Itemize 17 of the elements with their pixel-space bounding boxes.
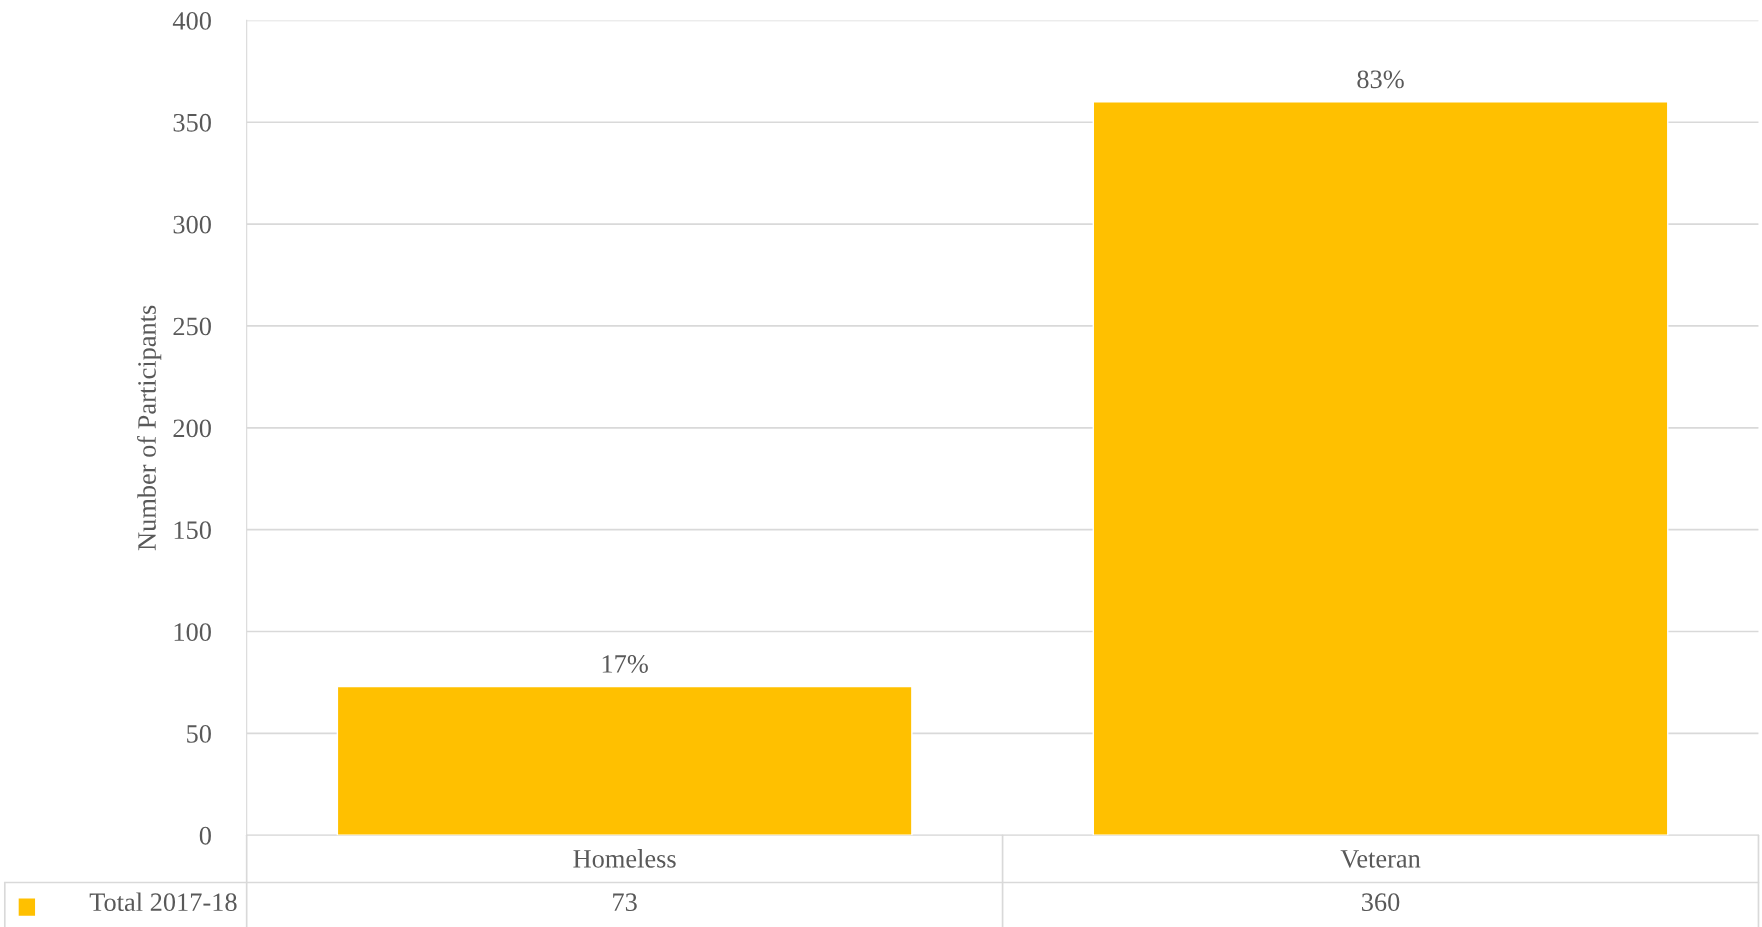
- y-tick-label: 0: [199, 826, 211, 845]
- legend-label: Total 2017-18: [89, 892, 237, 912]
- y-tick-label: 150: [174, 521, 211, 540]
- data-label: 360: [1362, 893, 1400, 912]
- y-tick-label: 250: [173, 317, 211, 336]
- y-tick-label: 100: [174, 623, 211, 641]
- y-tick-label: 400: [172, 12, 211, 30]
- annotation: 17%: [602, 655, 648, 673]
- y-tick-label: 50: [187, 724, 211, 743]
- x-tick-label: Veteran: [1340, 850, 1421, 868]
- y-tick-label: 350: [173, 113, 211, 132]
- x-tick-label: Homeless: [573, 849, 676, 868]
- y-tick-label: 300: [173, 215, 211, 234]
- data-label: 73: [613, 893, 637, 912]
- y-axis-title: Number of Participants: [137, 305, 162, 551]
- annotation: 83%: [1357, 70, 1404, 89]
- y-tick-label: 200: [173, 419, 211, 438]
